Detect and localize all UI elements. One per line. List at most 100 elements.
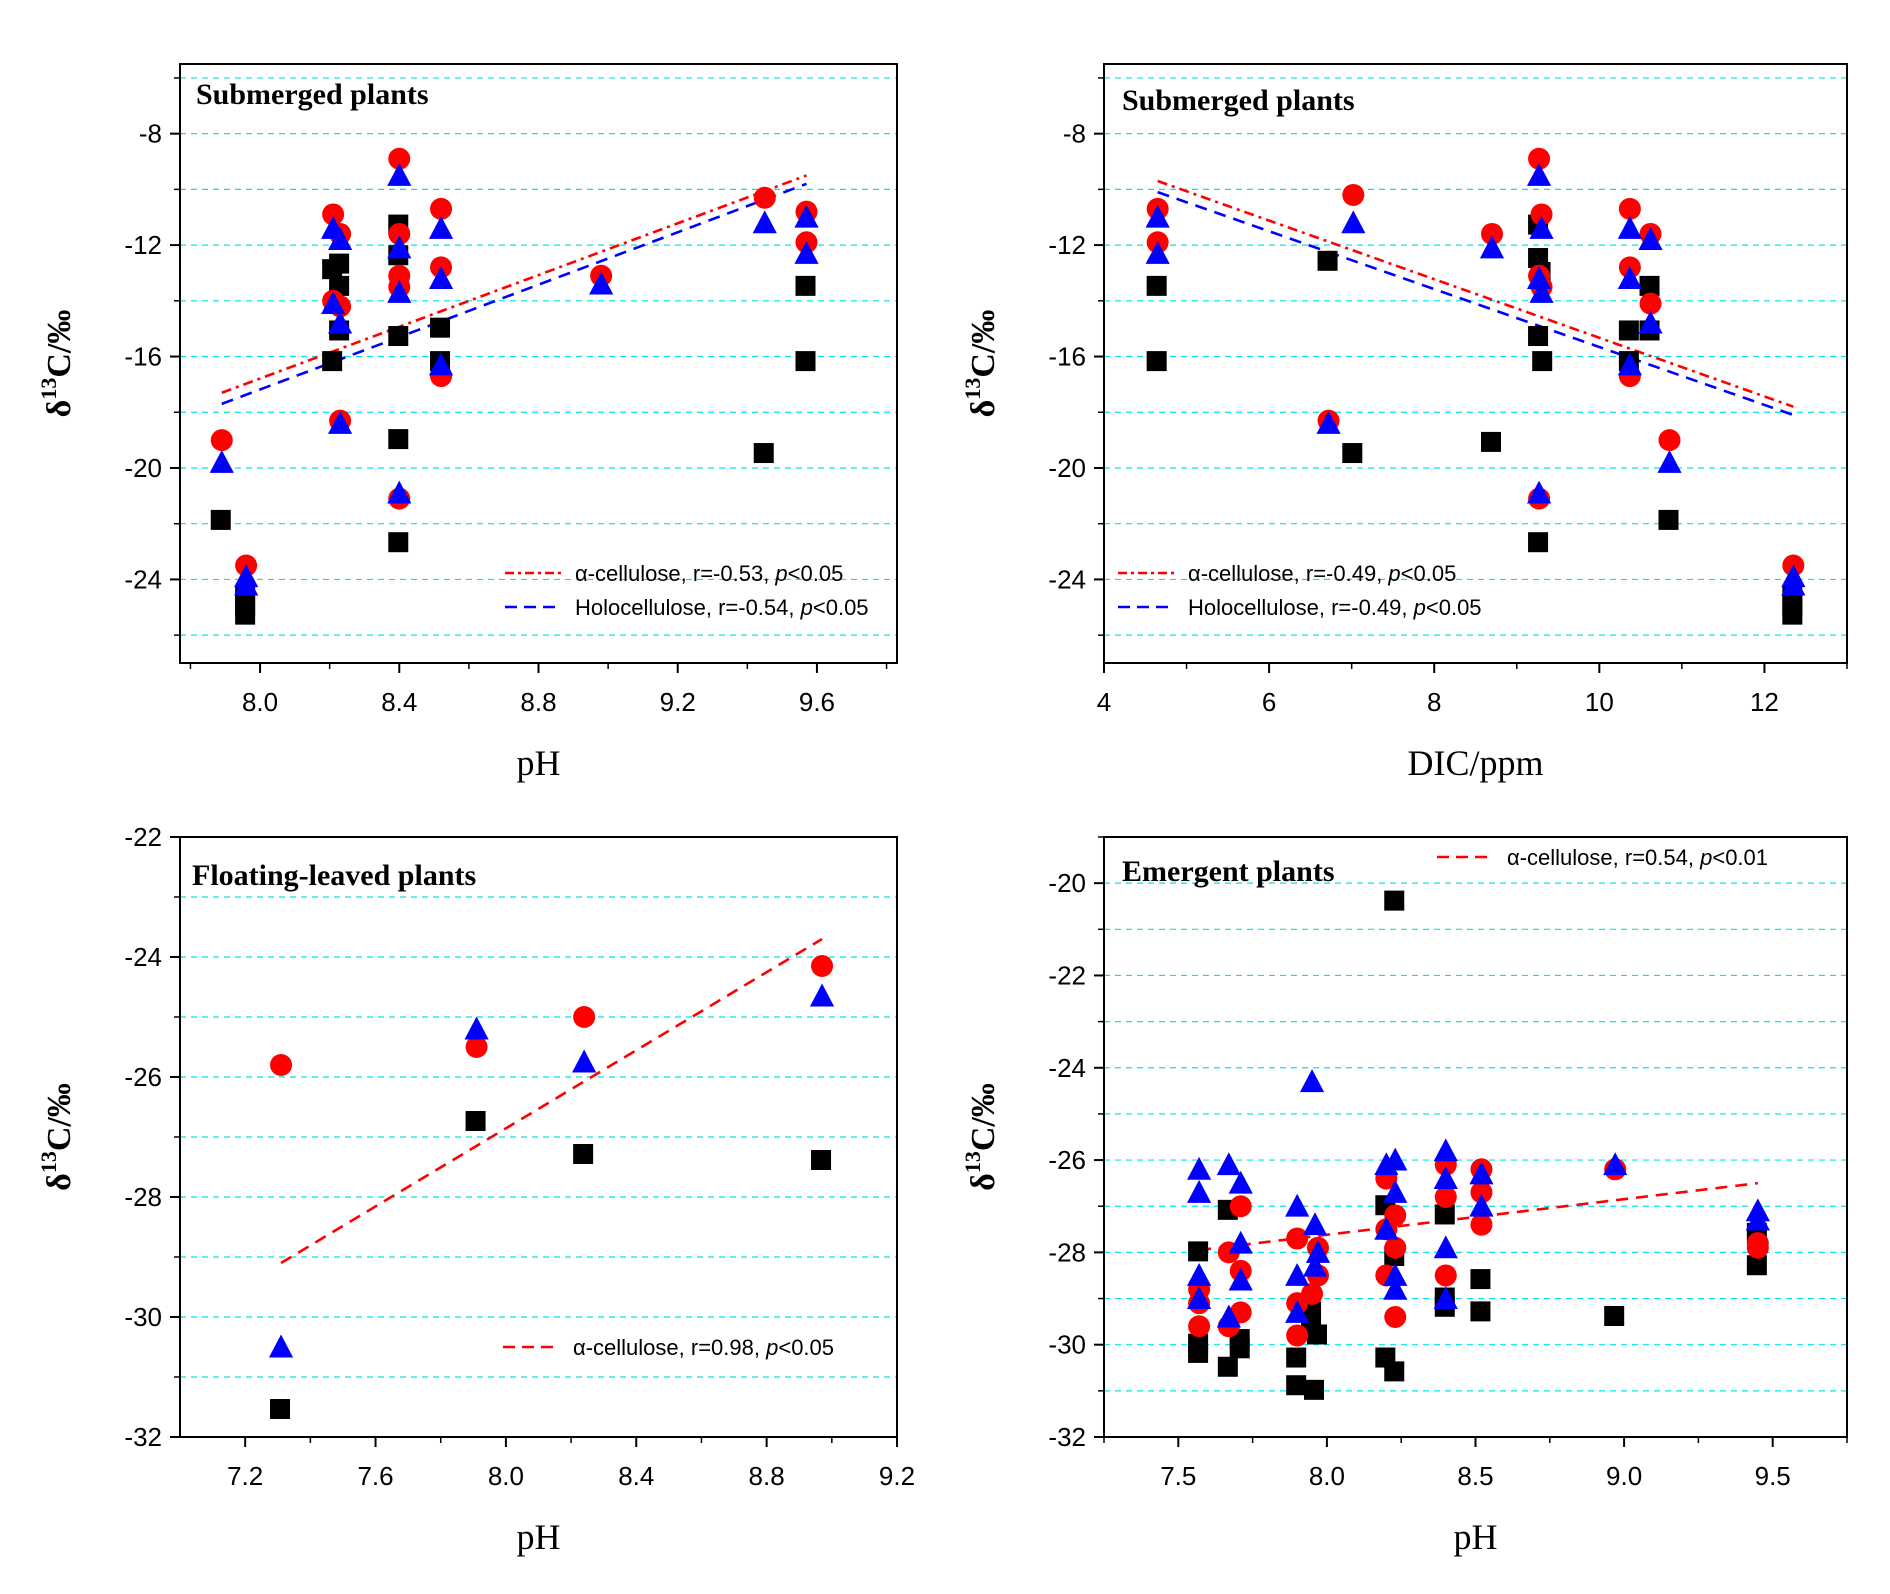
fit-line-alpha-cellulose	[280, 937, 823, 1265]
data-point-triangle	[1383, 1179, 1408, 1203]
data-point-circle	[1528, 147, 1551, 170]
data-point-circle	[465, 1036, 488, 1058]
data-point-triangle	[1469, 1193, 1494, 1217]
y-tick-label: -12	[1048, 230, 1086, 260]
y-tick-label: -22	[1048, 960, 1086, 990]
data-point-triangle	[1383, 1147, 1408, 1171]
data-point-triangle	[1603, 1152, 1628, 1176]
data-point-triangle	[1187, 1263, 1212, 1286]
data-point-square	[1306, 1324, 1327, 1345]
data-point-square	[1217, 1356, 1238, 1377]
y-tick-label: -12	[124, 230, 162, 260]
data-point-triangle	[1617, 266, 1642, 289]
x-tick-label: 7.2	[227, 1461, 263, 1491]
data-point-triangle	[428, 215, 454, 239]
data-point-triangle	[1529, 215, 1554, 239]
chart-panel-2: -8 -12 -16 -20 -24 4 6 8 10 12 DIC/ppm δ13C/‰ Submer…	[960, 63, 1848, 783]
data-point-triangle	[1187, 1179, 1212, 1203]
legend: α-cellulose, r=-0.49, p<0.05 Holocellulos…	[1118, 561, 1482, 620]
panel-title: Floating-leaved plants	[192, 859, 476, 892]
data-point-circle	[430, 197, 453, 220]
data-point-triangle	[572, 1049, 597, 1073]
legend-label: α-cellulose, r=-0.53, p<0.05	[575, 561, 843, 586]
data-point-triangle	[1228, 1267, 1253, 1291]
y-tick-label: -26	[124, 1062, 162, 1092]
data-point-square	[388, 326, 409, 347]
x-tick-label: 7.6	[357, 1461, 393, 1491]
fit-line-alpha-cellulose	[1157, 179, 1794, 408]
data-point-square	[388, 429, 409, 450]
data-point-triangle	[209, 449, 234, 473]
data-point-square	[235, 604, 256, 625]
y-tick-label: -20	[1048, 453, 1086, 483]
data-point-triangle	[1781, 572, 1806, 596]
data-point-circle	[573, 1006, 596, 1028]
data-point-triangle	[1299, 1069, 1325, 1093]
x-axis-label: pH	[517, 743, 561, 783]
data-layer	[209, 147, 819, 625]
data-point-square	[322, 351, 343, 372]
x-tick-label: 8.0	[1309, 1461, 1345, 1491]
data-point-square	[1229, 1338, 1250, 1359]
legend: α-cellulose, r=0.98, p<0.05	[503, 1335, 834, 1360]
data-point-triangle	[1305, 1239, 1331, 1263]
x-tick-label: 9.2	[660, 687, 696, 717]
data-point-triangle	[1479, 235, 1505, 259]
data-point-triangle	[1433, 1138, 1458, 1162]
data-point-triangle	[428, 266, 454, 289]
legend: α-cellulose, r=0.54, p<0.01	[1437, 845, 1768, 870]
data-point-circle	[1384, 1306, 1407, 1328]
data-point-square	[1286, 1347, 1307, 1368]
data-point-square	[1384, 1361, 1405, 1382]
y-axis-label: δ13C/‰	[36, 1083, 78, 1191]
panel-title: Emergent plants	[1122, 855, 1335, 888]
data-point-triangle	[794, 204, 819, 228]
legend-label: Holocellulose, r=-0.49, p<0.05	[1188, 595, 1482, 620]
y-tick-label: -30	[124, 1302, 162, 1332]
data-point-triangle	[428, 352, 454, 376]
data-point-triangle	[809, 983, 835, 1007]
data-point-triangle	[1285, 1193, 1310, 1217]
data-point-circle	[1384, 1204, 1407, 1227]
data-point-square	[795, 275, 816, 296]
data-point-square	[1188, 1241, 1209, 1262]
data-point-circle	[1481, 222, 1504, 245]
x-tick-label: 8	[1427, 687, 1441, 717]
data-point-square	[1604, 1306, 1625, 1326]
plot-frame	[1103, 63, 1848, 664]
data-point-triangle	[794, 241, 819, 264]
x-tick-label: 8.8	[749, 1461, 785, 1491]
panel-title: Submerged plants	[1122, 84, 1355, 117]
data-point-circle	[388, 222, 411, 245]
data-point-triangle	[1374, 1216, 1399, 1240]
data-point-square	[329, 253, 350, 274]
data-point-triangle	[1433, 1286, 1458, 1309]
data-point-circle	[1639, 292, 1662, 315]
data-point-square	[1188, 1342, 1209, 1363]
y-tick-label: -16	[1048, 342, 1086, 372]
data-point-triangle	[268, 1334, 294, 1358]
data-point-triangle	[1316, 410, 1341, 434]
x-tick-label: 9.6	[799, 687, 835, 717]
data-point-square	[1342, 443, 1363, 464]
data-point-circle	[753, 186, 776, 209]
data-point-square	[1658, 509, 1679, 530]
x-tick-label: 8.0	[242, 687, 278, 717]
x-tick-label: 6	[1262, 687, 1276, 717]
data-point-square	[1639, 275, 1660, 296]
data-point-triangle	[464, 1016, 489, 1040]
y-tick-label: -24	[1048, 1053, 1086, 1083]
data-point-triangle	[1285, 1299, 1310, 1323]
y-tick-label: -20	[1048, 868, 1086, 898]
data-point-triangle	[1433, 1235, 1458, 1259]
data-point-triangle	[387, 235, 412, 259]
data-point-triangle	[1285, 1263, 1310, 1286]
data-point-triangle	[589, 271, 614, 295]
y-tick-label: -22	[124, 822, 162, 852]
fit-line-alpha-cellulose	[221, 174, 807, 394]
data-point-square	[1317, 250, 1338, 271]
x-tick-label: 9.5	[1755, 1461, 1791, 1491]
data-point-square	[811, 1150, 832, 1170]
data-point-square	[1146, 275, 1167, 296]
data-point-square	[795, 351, 816, 372]
